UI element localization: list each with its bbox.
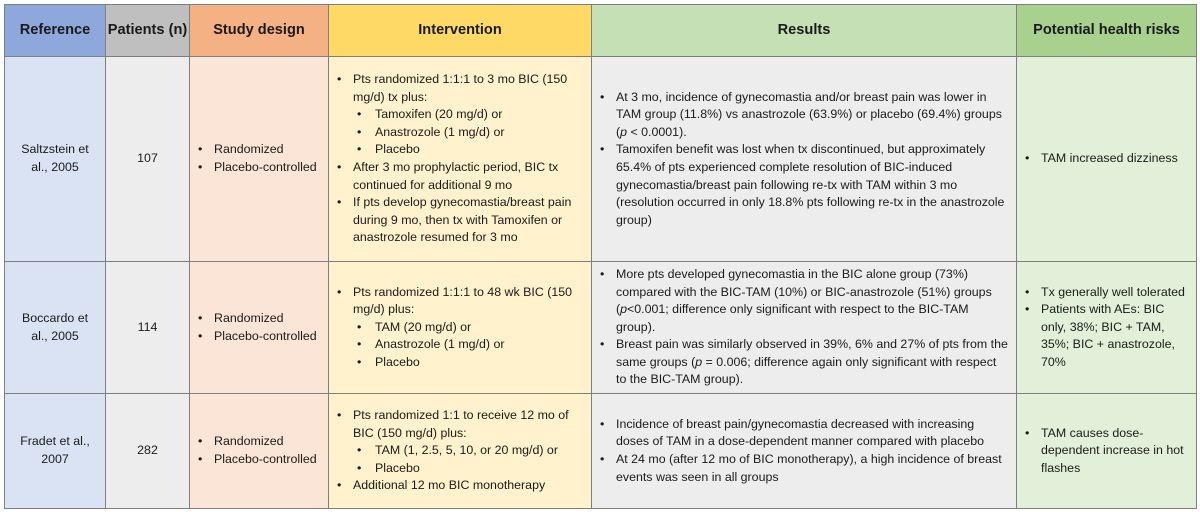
header-patients: Patients (n) xyxy=(105,4,190,57)
intervention-cell: Pts randomized 1:1:1 to 48 wk BIC (150 m… xyxy=(328,261,592,394)
intervention-subitem: Placebo xyxy=(353,460,585,478)
study-design-cell: Randomized Placebo-controlled xyxy=(189,261,329,394)
result-item: Incidence of breast pain/gynecomastia de… xyxy=(600,416,1008,451)
table-row: Boccardo et al., 2005 114 Randomized Pla… xyxy=(4,261,1197,394)
result-item: At 3 mo, incidence of gynecomastia and/o… xyxy=(600,89,1008,142)
health-risks-cell: TAM causes dose-dependent increase in ho… xyxy=(1016,393,1197,509)
patients-cell: 114 xyxy=(105,261,190,394)
design-item: Randomized xyxy=(198,141,322,159)
intervention-subitem: Placebo xyxy=(353,354,585,372)
result-item: Breast pain was similarly observed in 39… xyxy=(600,336,1008,389)
intervention-item: If pts develop gynecomastia/breast pain … xyxy=(337,194,585,247)
design-item: Placebo-controlled xyxy=(198,159,322,177)
intervention-subitem: TAM (1, 2.5, 5, 10, or 20 mg/d) or xyxy=(353,442,585,460)
result-item: Tamoxifen benefit was lost when tx disco… xyxy=(600,141,1008,229)
table-row: Fradet et al., 2007 282 Randomized Place… xyxy=(4,393,1197,509)
health-risks-cell: Tx generally well tolerated Patients wit… xyxy=(1016,261,1197,394)
header-row: Reference Patients (n) Study design Inte… xyxy=(4,4,1197,57)
reference-cell: Saltzstein et al., 2005 xyxy=(4,56,106,262)
reference-cell: Boccardo et al., 2005 xyxy=(4,261,106,394)
studies-table: Reference Patients (n) Study design Inte… xyxy=(4,4,1197,509)
result-item: At 24 mo (after 12 mo of BIC monotherapy… xyxy=(600,451,1008,486)
header-potential-health-risks: Potential health risks xyxy=(1016,4,1197,57)
risk-item: TAM increased dizziness xyxy=(1025,150,1190,168)
study-design-cell: Randomized Placebo-controlled xyxy=(189,56,329,262)
intervention-subitem: Anastrozole (1 mg/d) or xyxy=(353,124,585,142)
risk-item: Tx generally well tolerated xyxy=(1025,284,1190,302)
reference-cell: Fradet et al., 2007 xyxy=(4,393,106,509)
intervention-item: After 3 mo prophylactic period, BIC tx c… xyxy=(337,159,585,194)
health-risks-cell: TAM increased dizziness xyxy=(1016,56,1197,262)
intervention-cell: Pts randomized 1:1 to receive 12 mo of B… xyxy=(328,393,592,509)
design-item: Randomized xyxy=(198,433,322,451)
results-cell: More pts developed gynecomastia in the B… xyxy=(591,261,1017,394)
study-design-cell: Randomized Placebo-controlled xyxy=(189,393,329,509)
result-item: More pts developed gynecomastia in the B… xyxy=(600,266,1008,336)
risk-item: Patients with AEs: BIC only, 38%; BIC + … xyxy=(1025,301,1190,371)
results-cell: At 3 mo, incidence of gynecomastia and/o… xyxy=(591,56,1017,262)
header-results: Results xyxy=(591,4,1017,57)
intervention-subitem: Placebo xyxy=(353,141,585,159)
header-study-design: Study design xyxy=(189,4,329,57)
table-row: Saltzstein et al., 2005 107 Randomized P… xyxy=(4,56,1197,262)
risk-item: TAM causes dose-dependent increase in ho… xyxy=(1025,425,1190,478)
header-intervention: Intervention xyxy=(328,4,592,57)
patients-cell: 107 xyxy=(105,56,190,262)
intervention-subitem: Anastrozole (1 mg/d) or xyxy=(353,336,585,354)
intervention-item: Pts randomized 1:1 to receive 12 mo of B… xyxy=(337,407,585,477)
design-item: Placebo-controlled xyxy=(198,328,322,346)
intervention-item: Pts randomized 1:1:1 to 48 wk BIC (150 m… xyxy=(337,284,585,372)
design-item: Placebo-controlled xyxy=(198,451,322,469)
intervention-cell: Pts randomized 1:1:1 to 3 mo BIC (150 mg… xyxy=(328,56,592,262)
results-cell: Incidence of breast pain/gynecomastia de… xyxy=(591,393,1017,509)
patients-cell: 282 xyxy=(105,393,190,509)
intervention-item: Additional 12 mo BIC monotherapy xyxy=(337,477,585,495)
intervention-item: Pts randomized 1:1:1 to 3 mo BIC (150 mg… xyxy=(337,71,585,159)
intervention-subitem: TAM (20 mg/d) or xyxy=(353,319,585,337)
header-reference: Reference xyxy=(4,4,106,57)
design-item: Randomized xyxy=(198,310,322,328)
intervention-subitem: Tamoxifen (20 mg/d) or xyxy=(353,106,585,124)
